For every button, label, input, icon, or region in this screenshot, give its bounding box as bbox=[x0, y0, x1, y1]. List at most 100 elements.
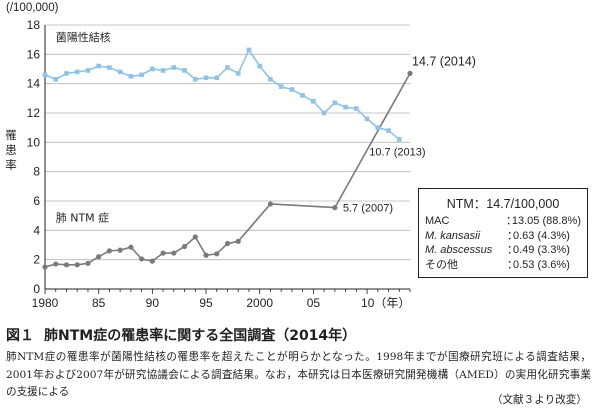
y-tick-label: 4 bbox=[33, 223, 40, 237]
tick-labels: 0 2 4 6 8 10 12 14 16 18 1980 85 90 95 2000 05 10（年） bbox=[27, 18, 411, 310]
x-tick-label: 1980 bbox=[32, 296, 59, 310]
x-tick-label: 85 bbox=[92, 296, 106, 310]
ntm-data-point bbox=[53, 261, 59, 267]
tb-data-point bbox=[257, 63, 263, 69]
figure-credit: （文献３より改変） bbox=[491, 394, 587, 406]
tb-data-point bbox=[117, 69, 123, 75]
annotation-2013: 10.7 (2013) bbox=[369, 146, 425, 158]
stats-row-other: その他 ： 0.53 (3.6%) bbox=[419, 258, 587, 273]
ntm-data-point bbox=[74, 262, 80, 268]
tb-data-point bbox=[171, 65, 177, 70]
figure-title: 肺NTM症の罹患率に関する全国調査（2014年） bbox=[44, 328, 357, 344]
y-tick-label: 8 bbox=[33, 165, 40, 179]
ntm-data-point bbox=[407, 70, 413, 76]
stats-value: 0.53 (3.6%) bbox=[513, 258, 570, 271]
y-tick-label: 16 bbox=[27, 47, 41, 61]
ntm-data-point bbox=[171, 250, 177, 256]
ntm-data-point bbox=[214, 251, 220, 257]
stats-name: M. abscessus bbox=[425, 244, 493, 256]
tb-data-point bbox=[235, 71, 241, 76]
y-tick-label: 10 bbox=[27, 135, 41, 149]
stats-row-kansasii: M. kansasii ： 0.63 (4.3%) bbox=[419, 229, 587, 244]
ntm-data-point bbox=[192, 234, 198, 240]
tb-data-point bbox=[160, 68, 166, 73]
tb-data-point bbox=[203, 75, 209, 81]
tb-series-line bbox=[44, 49, 400, 141]
ntm-data-point bbox=[203, 252, 209, 258]
tb-data-point bbox=[64, 71, 69, 76]
tb-data-point bbox=[42, 72, 48, 78]
figure-caption-title: 図１ 肺NTM症の罹患率に関する全国調査（2014年） bbox=[6, 325, 356, 345]
tb-data-point bbox=[192, 76, 198, 82]
ntm-data-point bbox=[128, 244, 134, 250]
ntm-stats-box: NTM：14.7/100,000 MAC ： 13.05 (88.8%) M. … bbox=[418, 188, 588, 278]
y-tick-label: 2 bbox=[33, 253, 40, 267]
ntm-data-point bbox=[96, 254, 102, 260]
tb-data-point bbox=[74, 69, 80, 75]
ntm-data-point bbox=[235, 238, 241, 244]
stats-value: 13.05 (88.8%) bbox=[511, 215, 581, 227]
ntm-data-point bbox=[139, 256, 145, 262]
tb-data-point bbox=[246, 47, 252, 53]
tb-data-point bbox=[364, 116, 370, 122]
annotation-2014: 14.7 (2014) bbox=[412, 54, 476, 68]
tb-data-point bbox=[53, 76, 59, 82]
y-tick-label: 18 bbox=[27, 18, 41, 32]
tb-data-point bbox=[300, 93, 305, 98]
stats-sep: ： bbox=[507, 229, 518, 242]
tb-data-point bbox=[225, 65, 230, 70]
ntm-data-point bbox=[42, 264, 48, 270]
figure-number: 図１ bbox=[6, 328, 34, 344]
ntm-data-point bbox=[106, 248, 113, 254]
tb-data-point bbox=[311, 98, 316, 104]
tb-data-point bbox=[386, 128, 391, 133]
x-tick-label: 2000 bbox=[246, 296, 273, 310]
x-tick-label: 10（年） bbox=[361, 296, 410, 310]
x-tick-label: 90 bbox=[146, 296, 160, 310]
ntm-series-line bbox=[44, 73, 411, 268]
ntm-data-point bbox=[160, 250, 166, 256]
stats-value: 0.49 (3.3%) bbox=[513, 244, 570, 256]
ntm-data-point bbox=[117, 247, 123, 253]
tb-data-point bbox=[343, 104, 348, 110]
stats-sep: ： bbox=[507, 244, 518, 256]
ntm-data-point bbox=[267, 201, 274, 207]
stats-value: 0.63 (4.3%) bbox=[513, 229, 570, 242]
series-lines bbox=[44, 49, 411, 268]
ntm-series-name: 肺 NTM 症 bbox=[56, 211, 109, 225]
stats-sep: ： bbox=[507, 258, 518, 271]
tb-data-point bbox=[150, 66, 155, 72]
tb-data-point bbox=[321, 110, 327, 116]
ntm-data-point bbox=[181, 243, 188, 250]
tb-data-point bbox=[375, 125, 381, 130]
y-axis-unit: (/100,000) bbox=[6, 2, 59, 14]
y-tick-label: 12 bbox=[27, 106, 41, 120]
ntm-data-point bbox=[63, 262, 70, 268]
tb-data-point bbox=[396, 137, 402, 142]
tb-data-point bbox=[182, 68, 187, 73]
y-tick-label: 0 bbox=[33, 282, 40, 296]
tb-data-point bbox=[332, 100, 338, 106]
stats-row-mac: MAC ： 13.05 (88.8%) bbox=[419, 214, 587, 229]
tb-series-name: 菌陽性結核 bbox=[56, 30, 111, 44]
stats-name: M. kansasii bbox=[425, 229, 481, 242]
figure-caption-body: 肺NTM症の罹患率が菌陽性結核の罹患率を超えたことが明らかとなった。1998年ま… bbox=[6, 351, 591, 398]
ntm-data-point bbox=[332, 205, 338, 211]
stats-title: NTM：14.7/100,000 bbox=[446, 197, 560, 211]
y-tick-label: 14 bbox=[27, 77, 41, 91]
chart-canvas: 0 2 4 6 8 10 12 14 16 18 1980 85 90 95 2000 05 10（年） 菌陽性… bbox=[27, 18, 476, 310]
tb-data-point bbox=[96, 63, 101, 69]
stats-name: MAC bbox=[425, 215, 450, 227]
tb-data-point bbox=[289, 87, 295, 92]
ntm-data-point bbox=[224, 240, 231, 247]
ntm-data-point bbox=[149, 258, 155, 264]
tb-data-point bbox=[268, 76, 273, 82]
tb-data-point bbox=[139, 72, 144, 78]
tb-data-point bbox=[214, 75, 220, 81]
y-axis-label: 罹患率 bbox=[5, 128, 17, 172]
tb-data-point bbox=[278, 84, 284, 89]
x-tick-label: 05 bbox=[307, 296, 321, 310]
axes bbox=[44, 25, 411, 294]
x-tick-label: 95 bbox=[199, 296, 213, 310]
